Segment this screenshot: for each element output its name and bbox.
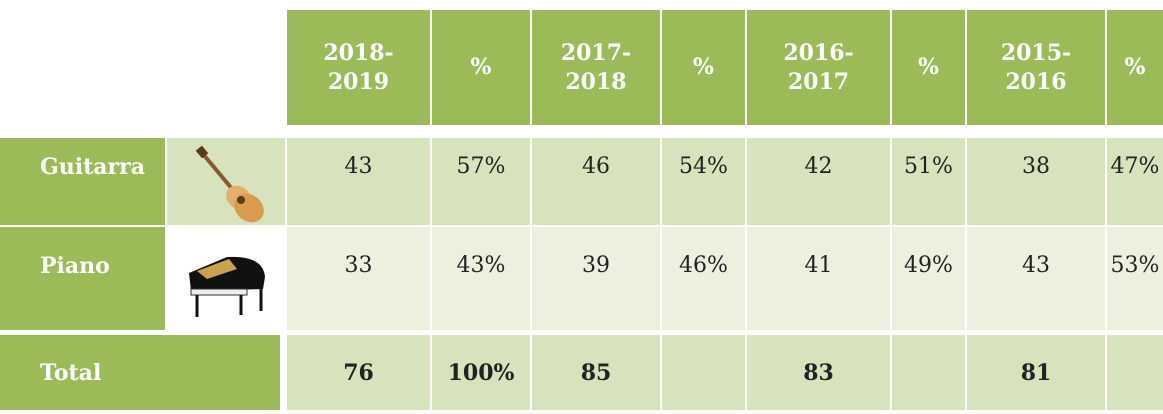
data-cell: 49% — [892, 227, 965, 330]
data-cell: 43% — [432, 227, 530, 330]
data-cell: 38 — [967, 138, 1105, 225]
guitar-icon-cell — [167, 138, 285, 225]
column-header: % — [662, 10, 745, 125]
data-cell: 43 — [967, 227, 1105, 330]
column-header: % — [1107, 10, 1163, 125]
total-cell — [1107, 335, 1163, 410]
data-cell: 46 — [532, 138, 660, 225]
data-cell: 57% — [432, 138, 530, 225]
total-cell: 100% — [432, 335, 530, 410]
total-label: Total — [0, 335, 280, 410]
total-cell: 85 — [532, 335, 660, 410]
piano-icon — [189, 256, 265, 317]
column-header: % — [432, 10, 530, 125]
total-cell: 83 — [747, 335, 890, 410]
data-cell: 41 — [747, 227, 890, 330]
data-cell: 47% — [1107, 138, 1163, 225]
data-cell: 39 — [532, 227, 660, 330]
piano-icon-cell — [167, 227, 285, 330]
column-header: 2016-2017 — [747, 10, 890, 125]
total-cell — [662, 335, 745, 410]
data-cell: 54% — [662, 138, 745, 225]
data-cell: 46% — [662, 227, 745, 330]
column-header: 2018-2019 — [287, 10, 430, 125]
column-header: % — [892, 10, 965, 125]
total-cell: 81 — [967, 335, 1105, 410]
row-label: Guitarra — [0, 138, 165, 225]
data-cell: 53% — [1107, 227, 1163, 330]
data-cell: 51% — [892, 138, 965, 225]
data-cell: 43 — [287, 138, 430, 225]
column-header: 2017-2018 — [532, 10, 660, 125]
data-cell: 33 — [287, 227, 430, 330]
row-label: Piano — [0, 227, 165, 330]
column-header: 2015-2016 — [967, 10, 1105, 125]
total-cell — [892, 335, 965, 410]
total-cell: 76 — [287, 335, 430, 410]
guitar-icon — [195, 145, 264, 223]
data-cell: 42 — [747, 138, 890, 225]
